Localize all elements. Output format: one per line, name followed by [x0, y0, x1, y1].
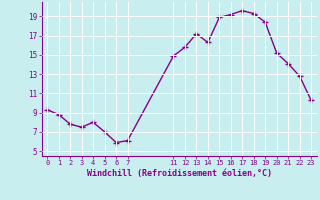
- X-axis label: Windchill (Refroidissement éolien,°C): Windchill (Refroidissement éolien,°C): [87, 169, 272, 178]
